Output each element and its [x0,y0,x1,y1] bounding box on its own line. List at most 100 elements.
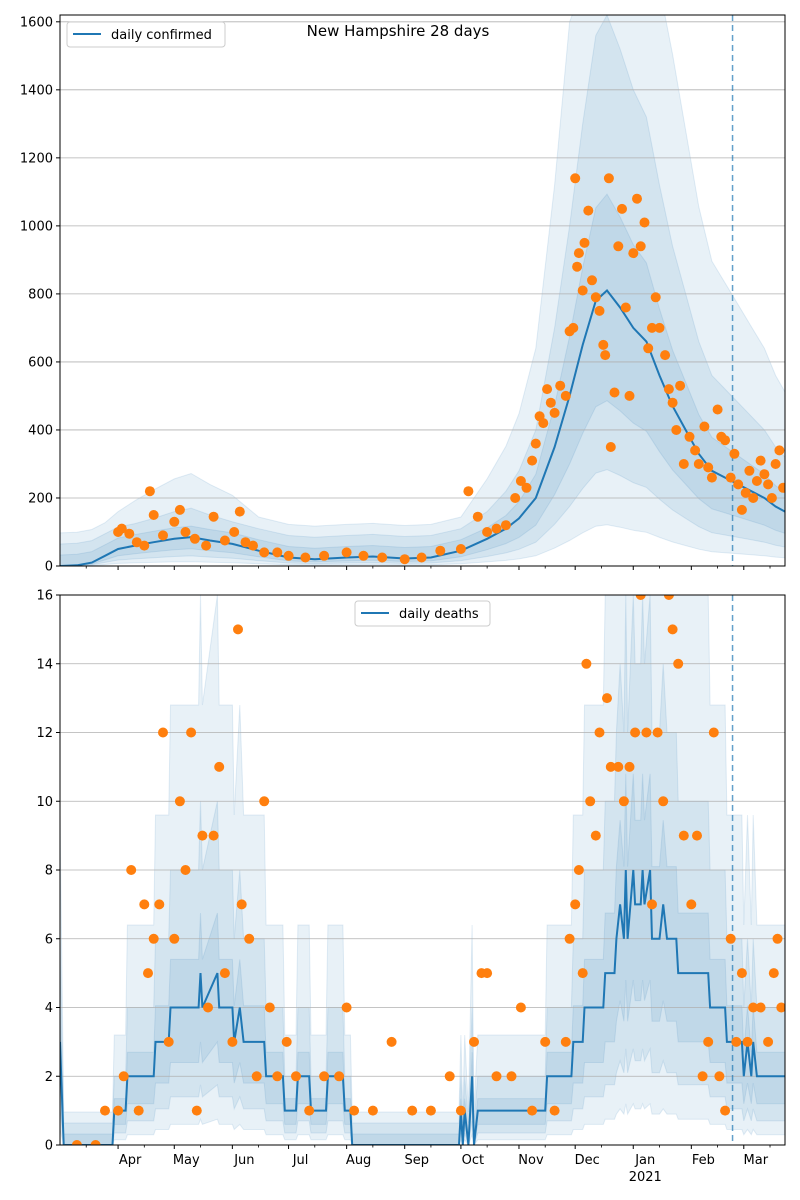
x-tick-label: Sep [404,1153,429,1168]
observed-point [686,899,697,910]
observed-point [647,322,657,333]
deaths-marks [60,595,785,1145]
observed-point [729,448,740,459]
observed-point [712,404,723,415]
observed-point [455,544,466,554]
observed-point [624,390,635,401]
observed-point [425,1105,436,1116]
observed-point [720,1105,731,1116]
observed-point [131,537,142,548]
observed-point [482,968,493,979]
observed-point [491,523,502,534]
x-tick-label: Apr [119,1153,142,1168]
observed-point [219,968,230,979]
observed-point [635,595,646,600]
observed-point [455,1105,466,1116]
y-tick-label: 4 [45,1001,53,1016]
observed-point [283,550,294,561]
observed-point [143,968,153,979]
uncertainty-band-2 [60,15,785,566]
observed-point [281,1036,292,1047]
median-line [60,289,785,566]
observed-point [71,1140,82,1145]
observed-point [367,1105,378,1116]
observed-point [416,552,427,563]
x-tick-label: Jan [634,1153,655,1168]
observed-point [139,540,150,551]
observed-point [180,865,191,875]
y-tick-label: 8 [45,864,53,879]
observed-point [725,933,736,944]
observed-point [725,472,736,483]
observed-point [191,1105,202,1116]
observed-point [577,285,588,296]
y-tick-label: 0 [45,1139,53,1154]
observed-point [736,504,747,515]
observed-point [770,459,781,469]
observed-point [720,435,731,446]
observed-point [573,248,584,259]
observed-point [144,486,155,497]
observed-point [189,533,200,544]
observed-point [244,933,255,944]
observed-point [660,350,671,361]
observed-point [733,479,744,490]
y-tick-label: 2 [45,1070,53,1085]
confirmed-legend: daily confirmed [66,21,226,48]
observed-point [630,727,641,738]
observed-point [444,1071,455,1082]
chart-title: New Hampshire 28 days [307,22,490,40]
y-tick-label: 0 [45,560,53,575]
observed-point [736,968,747,979]
observed-point [763,479,774,490]
observed-point [706,472,717,483]
observed-point [583,205,594,216]
observed-point [560,390,571,401]
x-tick-label: Nov [518,1153,544,1168]
observed-point [740,487,751,498]
observed-point [527,1105,538,1116]
confirmed-marks [60,15,785,566]
observed-point [500,520,511,531]
observed-point [755,455,766,466]
observed-point [568,322,579,333]
observed-point [617,203,627,214]
observed-point [613,241,624,252]
observed-point [214,761,225,772]
observed-point [590,292,601,303]
observed-point [776,1002,785,1013]
observed-point [650,292,661,303]
y-tick-label: 200 [28,491,53,506]
observed-point [667,624,678,635]
confirmed-legend-label: daily confirmed [111,28,212,43]
observed-point [654,322,665,333]
observed-point [482,527,493,537]
observed-point [774,445,785,456]
observed-point [251,1071,262,1082]
observed-point [605,761,616,772]
observed-point [472,511,483,522]
observed-point [100,1105,110,1116]
observed-point [386,1036,397,1047]
y-tick-label: 1200 [20,151,53,166]
observed-point [699,421,710,432]
observed-point [264,1002,275,1013]
x-tick-label: Feb [692,1153,715,1168]
observed-point [594,305,605,316]
observed-point [663,595,674,600]
observed-point [731,1036,742,1047]
observed-point [197,830,208,841]
y-tick-label: 600 [28,355,53,370]
observed-point [341,547,352,558]
observed-point [133,1105,144,1116]
x-tick-label: Oct [462,1153,484,1168]
observed-point [692,830,702,841]
observed-point [542,384,553,395]
confirmed-panel: 0 200 400 600 800 1000 1200 1400 1600 New Hampsh… [20,14,786,575]
observed-point [469,1036,479,1047]
x-tick-label: Jul [292,1153,309,1168]
observed-point [618,796,629,807]
observed-point [208,511,219,522]
